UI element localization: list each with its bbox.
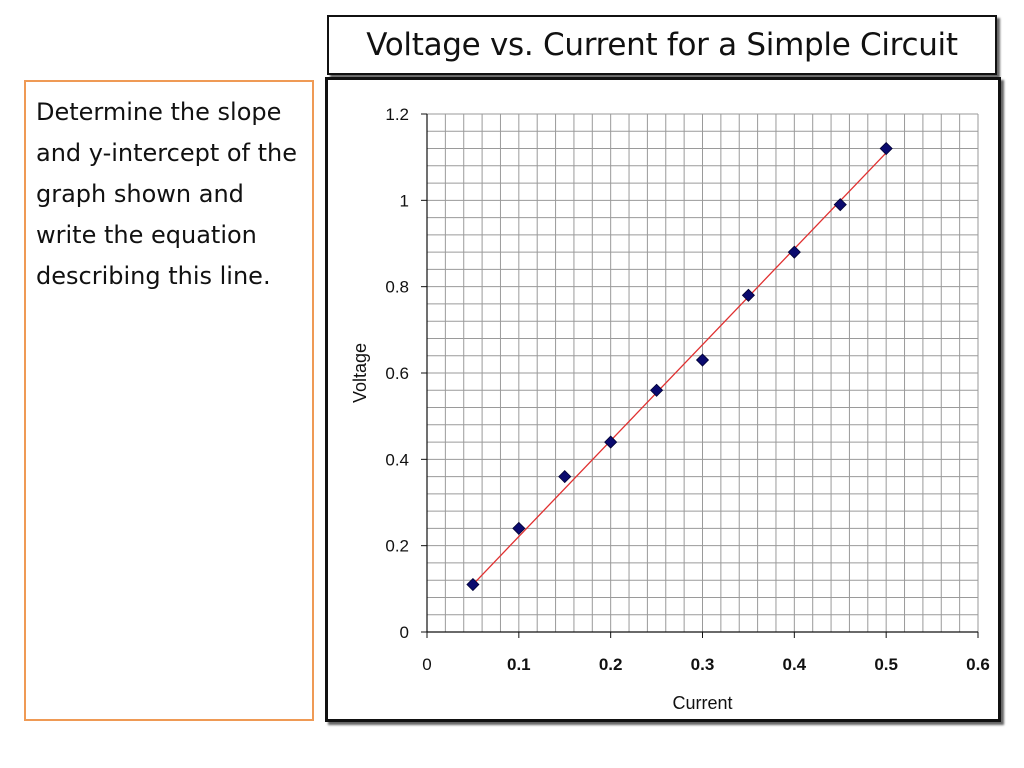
y-tick-label: 0.6 [385,364,409,383]
x-tick-label: 0.4 [783,655,807,674]
y-tick-label: 0.8 [385,278,409,297]
data-point [512,521,526,535]
y-tick-label: 0.4 [385,450,409,469]
data-points [466,141,893,592]
slide-title-box: Voltage vs. Current for a Simple Circuit [327,15,997,75]
x-tick-label: 0.1 [507,655,531,674]
x-tick-label: 0 [422,655,431,674]
prompt-box: Determine the slope and y-intercept of t… [24,80,314,721]
x-tick-label: 0.3 [691,655,715,674]
x-tick-label: 0.2 [599,655,623,674]
y-tick-label: 0.2 [385,537,409,556]
chart-axes [421,113,979,638]
y-tick-label: 1.2 [385,105,409,124]
x-tick-label: 0.5 [874,655,898,674]
data-point [466,577,480,592]
chart-grid [426,113,979,633]
x-axis-title: Current [672,693,732,713]
slide-title: Voltage vs. Current for a Simple Circuit [366,27,958,63]
data-point [695,353,710,367]
data-point [741,288,755,302]
y-tick-label: 0 [400,623,409,642]
y-tick-label: 1 [400,191,409,210]
data-point [650,383,664,397]
data-point [787,245,801,259]
tick-labels: 0 0.2 0.4 0.6 0.8 1 1.2 0 0.1 0.2 0.3 0.4 0.5 0.6 [385,105,989,674]
data-point [879,141,893,156]
data-point [558,470,572,484]
y-axis-title: Voltage [350,343,370,403]
trendline [472,152,887,585]
prompt-text: Determine the slope and y-intercept of t… [36,98,297,290]
data-point [833,198,847,212]
trendline-group [472,152,887,585]
x-tick-label: 0.6 [966,655,990,674]
data-point [604,435,618,449]
